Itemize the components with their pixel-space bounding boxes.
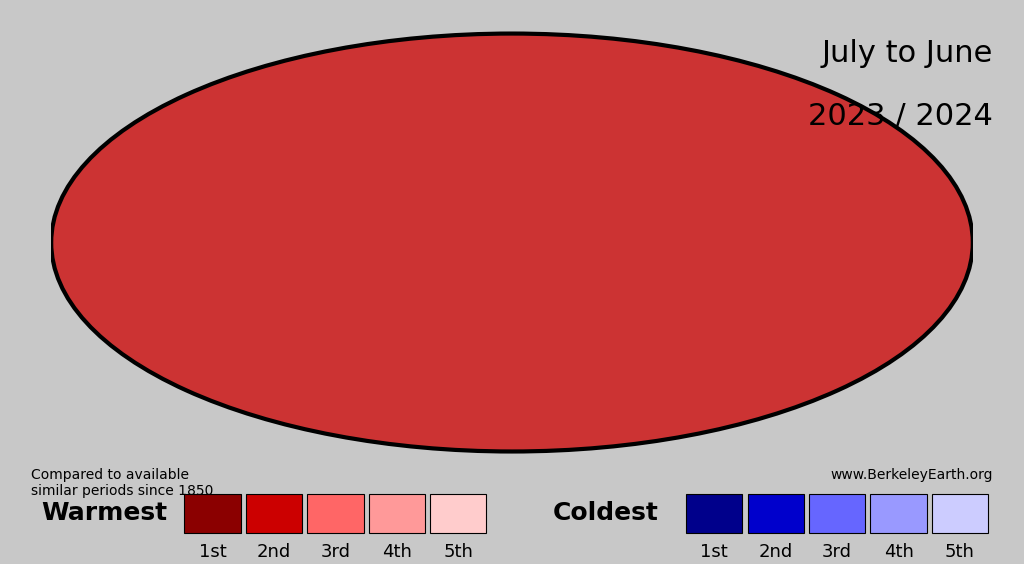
Text: www.BerkeleyEarth.org: www.BerkeleyEarth.org xyxy=(830,468,993,482)
Text: 4th: 4th xyxy=(884,543,913,561)
Text: 5th: 5th xyxy=(945,543,975,561)
Ellipse shape xyxy=(51,34,973,451)
Text: 3rd: 3rd xyxy=(822,543,852,561)
Text: Coldest: Coldest xyxy=(553,501,658,525)
Text: 1st: 1st xyxy=(199,543,226,561)
Text: 1st: 1st xyxy=(700,543,728,561)
Text: Warmest: Warmest xyxy=(41,501,167,525)
Text: 3rd: 3rd xyxy=(321,543,350,561)
Text: 4th: 4th xyxy=(382,543,412,561)
Text: 2nd: 2nd xyxy=(257,543,291,561)
Text: Compared to available
similar periods since 1850: Compared to available similar periods si… xyxy=(31,468,213,499)
Text: 5th: 5th xyxy=(443,543,473,561)
Text: 2023 / 2024: 2023 / 2024 xyxy=(808,102,993,130)
Text: July to June: July to June xyxy=(822,39,993,68)
Text: 2nd: 2nd xyxy=(759,543,793,561)
